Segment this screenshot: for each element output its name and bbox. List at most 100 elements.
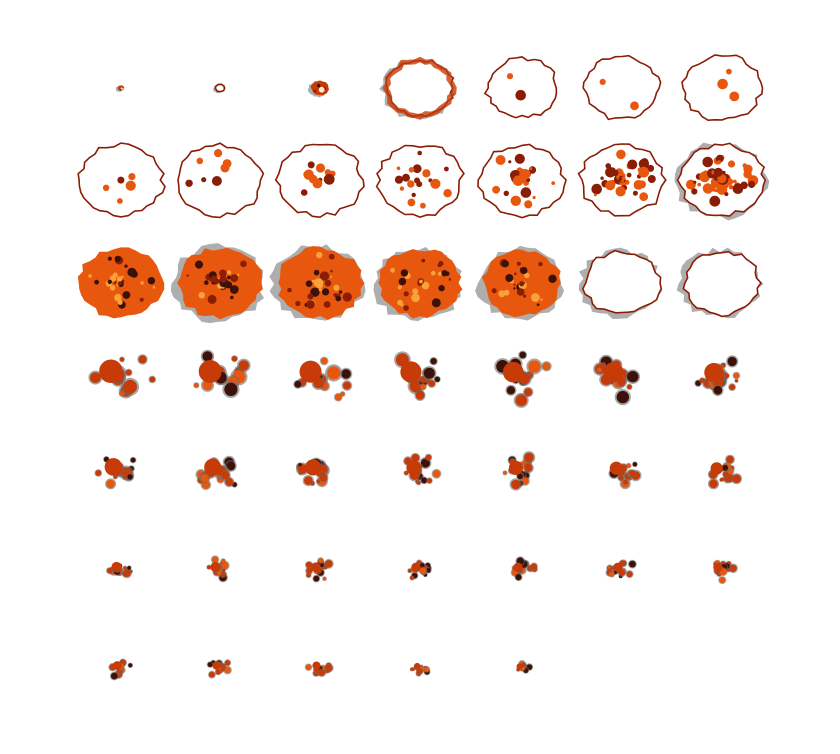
tissue-fragment <box>305 561 313 569</box>
texture-spot <box>491 288 497 294</box>
activation-spot <box>529 167 533 171</box>
tissue-fragment <box>231 356 238 362</box>
texture-spot <box>505 274 514 282</box>
texture-spot <box>114 255 122 263</box>
texture-spot <box>538 261 543 267</box>
activation-spot <box>399 186 405 191</box>
activation-spot <box>300 189 308 196</box>
texture-spot <box>419 279 423 284</box>
texture-spot <box>520 267 523 270</box>
tissue-fragment <box>719 577 726 584</box>
panel-20 <box>578 247 663 319</box>
tissue-outline <box>214 83 226 93</box>
core-fragment <box>609 461 623 475</box>
tissue-fragment <box>298 463 302 467</box>
texture-spot <box>330 275 333 278</box>
tissue-fragment <box>597 367 602 373</box>
texture-spot <box>318 288 322 292</box>
panel-40 <box>510 556 538 582</box>
texture-spot <box>152 286 156 289</box>
activation-spot <box>117 176 125 184</box>
core-fragment <box>411 562 421 573</box>
texture-spot <box>412 288 419 295</box>
panel-34 <box>608 461 642 490</box>
tissue-fragment <box>211 556 219 563</box>
texture-spot <box>295 300 301 307</box>
tissue-fragment <box>334 393 342 401</box>
tissue-fragment <box>699 378 705 383</box>
activation-spot <box>717 160 722 165</box>
panel-45 <box>304 661 334 677</box>
texture-spot <box>94 279 99 285</box>
texture-spot <box>204 280 209 285</box>
panel-13 <box>577 143 667 217</box>
core-fragment <box>406 460 422 476</box>
texture-spot <box>421 281 430 290</box>
panel-9 <box>177 142 265 219</box>
core-fragment <box>516 663 523 670</box>
texture-spot <box>397 285 402 290</box>
texture-spot <box>335 295 342 302</box>
tissue-fragment <box>128 663 133 668</box>
texture-spot <box>501 260 509 268</box>
tissue-outline <box>582 54 662 121</box>
activation-spot <box>647 175 656 183</box>
activation-spot <box>732 179 737 184</box>
activation-spot <box>718 174 726 183</box>
activation-spot <box>515 89 526 101</box>
activation-spot <box>214 149 223 158</box>
tissue-fragment <box>340 391 345 397</box>
activation-spot <box>503 190 509 196</box>
tissue-fragment <box>306 572 311 578</box>
texture-spot <box>531 293 540 302</box>
activation-spot <box>697 182 702 187</box>
activation-spot <box>307 161 315 169</box>
core-fragment <box>502 361 524 383</box>
tissue-fragment <box>519 351 527 359</box>
activation-spot <box>691 188 698 195</box>
activation-spot <box>626 172 632 178</box>
panel-29 <box>94 456 137 490</box>
activation-spot <box>620 179 625 183</box>
activation-spot <box>599 78 606 85</box>
tissue-fragment <box>207 565 211 570</box>
activation-spot <box>430 178 441 189</box>
tissue-fragment <box>216 570 222 576</box>
activation-spot <box>639 192 649 202</box>
activation-spot <box>407 198 416 207</box>
texture-spot <box>219 269 227 277</box>
tissue-fragment <box>629 560 636 568</box>
tissue-fragment <box>125 369 132 376</box>
panel-12 <box>477 143 568 219</box>
core-fragment <box>111 561 122 573</box>
tissue-fragment <box>215 669 221 675</box>
activation-spot <box>600 176 604 180</box>
tissue-fragment <box>294 380 302 388</box>
activation-spot <box>506 73 514 80</box>
tissue-fragment <box>421 477 428 484</box>
panel-32 <box>403 452 442 486</box>
tissue-fragment <box>95 470 102 476</box>
tissue-fragment <box>318 669 326 676</box>
activation-spot <box>508 160 512 164</box>
activation-spot <box>726 68 732 75</box>
panel-35 <box>707 454 743 490</box>
tissue-outline <box>682 250 763 318</box>
core-fragment <box>400 361 422 383</box>
texture-spot <box>319 271 330 281</box>
panel-27 <box>593 354 641 406</box>
activation-spot <box>408 167 415 173</box>
activation-spot <box>196 157 204 165</box>
activation-spot <box>416 181 423 188</box>
texture-spot <box>116 276 123 282</box>
texture-spot <box>536 303 540 307</box>
tissue-fragment <box>313 575 320 582</box>
tissue-fragment <box>327 366 341 380</box>
tissue-fragment <box>411 454 420 462</box>
core-fragment <box>304 459 322 476</box>
core-fragment <box>312 661 321 670</box>
tissue-fragment <box>316 479 320 484</box>
core-fragment <box>204 458 222 476</box>
activation-spot <box>748 180 756 188</box>
tissue-fragment <box>616 390 629 404</box>
